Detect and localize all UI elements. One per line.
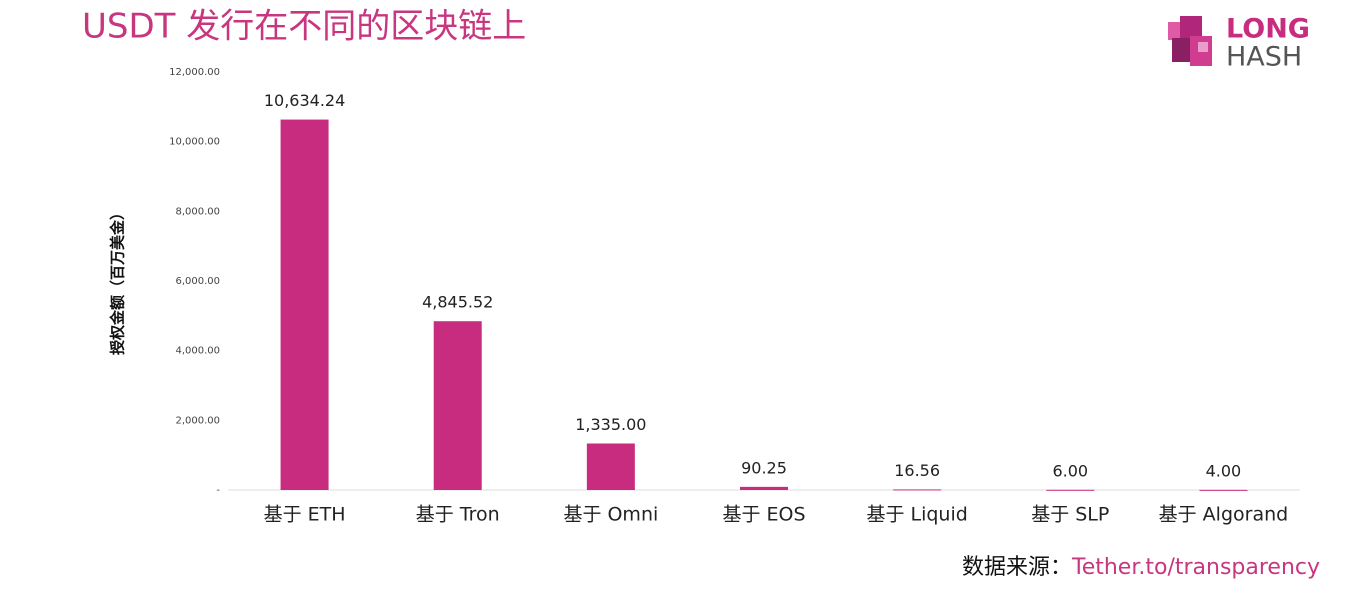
logo-block <box>1180 16 1202 38</box>
bar <box>433 321 482 490</box>
y-tick-label: - <box>216 485 220 496</box>
bar <box>1199 489 1248 491</box>
value-label: 4,845.52 <box>422 293 493 312</box>
bar <box>1046 489 1095 491</box>
x-tick-label: 基于 Liquid <box>866 504 967 526</box>
y-tick-label: 6,000.00 <box>175 276 220 287</box>
x-tick-label: 基于 EOS <box>722 504 805 526</box>
logo-text: HASH <box>1226 42 1302 73</box>
x-tick-label: 基于 Omni <box>563 504 658 526</box>
y-tick-label: 2,000.00 <box>175 415 220 426</box>
logo-block <box>1172 38 1192 62</box>
value-label: 4.00 <box>1206 461 1242 480</box>
y-tick-label: 12,000.00 <box>169 67 220 78</box>
bar <box>740 486 788 490</box>
source-label: 数据来源： <box>962 555 1072 580</box>
x-tick-label: 基于 SLP <box>1031 504 1109 526</box>
value-label: 16.56 <box>894 461 940 480</box>
value-label: 6.00 <box>1052 461 1088 480</box>
y-tick-label: 8,000.00 <box>175 206 220 217</box>
y-tick-label: 4,000.00 <box>175 346 220 357</box>
bar <box>586 443 635 490</box>
value-label: 90.25 <box>741 458 787 477</box>
value-label: 1,335.00 <box>575 415 646 434</box>
x-tick-label: 基于 Tron <box>416 504 500 526</box>
source-link: Tether.to/transparency <box>1071 555 1320 580</box>
logo: LONG HASH <box>1168 14 1310 73</box>
logo-text: LONG <box>1226 14 1310 45</box>
y-tick-label: 10,000.00 <box>169 137 220 148</box>
bar <box>280 119 329 490</box>
chart-title: USDT 发行在不同的区块链上 <box>82 7 526 47</box>
y-axis-label: 授权金额（百万美金） <box>109 205 127 355</box>
x-tick-label: 基于 Algorand <box>1159 504 1289 526</box>
value-label: 10,634.24 <box>264 91 345 110</box>
logo-block <box>1198 42 1208 52</box>
bar <box>893 489 942 491</box>
x-tick-label: 基于 ETH <box>264 504 346 526</box>
